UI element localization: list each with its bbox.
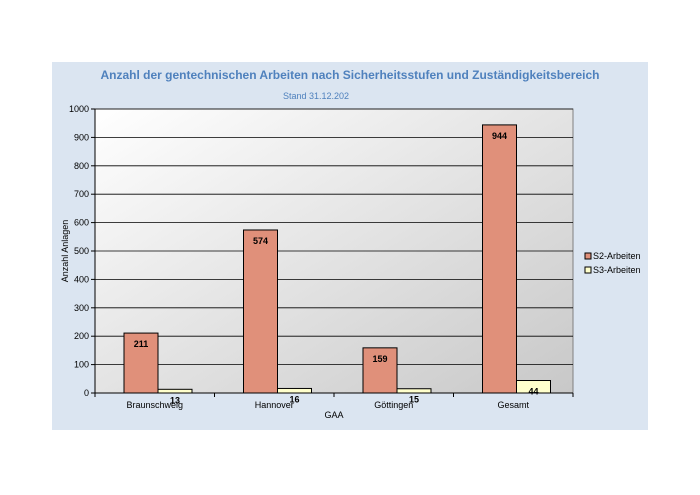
bar-value-label: 13 bbox=[170, 395, 180, 405]
bar-value-label: 16 bbox=[289, 394, 299, 404]
y-tick-label: 500 bbox=[74, 246, 89, 256]
x-axis-ticks: Braunschweig Hannover Göttingen Gesamt bbox=[94, 393, 574, 410]
bar-s2 bbox=[482, 124, 517, 394]
y-tick-label: 900 bbox=[74, 132, 89, 142]
chart: Anzahl der gentechnischen Arbeiten nach … bbox=[60, 68, 641, 420]
chart-panel: Anzahl der gentechnischen Arbeiten nach … bbox=[52, 62, 648, 430]
y-tick-label: 700 bbox=[74, 189, 89, 199]
bar-value-label: 159 bbox=[372, 354, 387, 364]
y-tick-label: 400 bbox=[74, 274, 89, 284]
y-tick-label: 600 bbox=[74, 218, 89, 228]
y-tick-label: 0 bbox=[84, 388, 89, 398]
bar-value-label: 44 bbox=[528, 387, 538, 397]
bar-value-label: 15 bbox=[409, 395, 419, 405]
bar-s3 bbox=[396, 388, 432, 394]
y-tick-label: 800 bbox=[74, 161, 89, 171]
y-axis-ticks: 0 100 200 300 400 500 600 700 800 900 1000 bbox=[69, 104, 95, 398]
y-tick-label: 300 bbox=[74, 303, 89, 313]
bars: 211 13 574 16 159 15 944 44 bbox=[123, 124, 551, 405]
legend-swatch bbox=[584, 252, 592, 260]
legend-label: S3-Arbeiten bbox=[593, 265, 641, 275]
bar-s2 bbox=[123, 332, 159, 394]
x-tick-label: Göttingen bbox=[374, 400, 413, 410]
legend-label: S2-Arbeiten bbox=[593, 251, 641, 261]
x-tick-label: Gesamt bbox=[497, 400, 529, 410]
legend: S2-Arbeiten S3-Arbeiten bbox=[584, 251, 641, 275]
legend-swatch bbox=[584, 266, 592, 274]
bar-s2 bbox=[362, 347, 398, 394]
bar-value-label: 574 bbox=[253, 236, 268, 246]
bar-s2 bbox=[243, 229, 278, 394]
x-tick-label: Braunschweig bbox=[126, 400, 183, 410]
x-tick-label: Hannover bbox=[255, 400, 294, 410]
bar-s3 bbox=[157, 388, 193, 394]
y-tick-label: 1000 bbox=[69, 104, 89, 114]
chart-subtitle: Stand 31.12.202 bbox=[283, 91, 349, 101]
y-axis-label: Anzahl Anlagen bbox=[60, 220, 70, 283]
bar-value-label: 944 bbox=[492, 131, 507, 141]
bar-s3 bbox=[277, 387, 312, 394]
y-tick-label: 200 bbox=[74, 331, 89, 341]
x-axis-label: GAA bbox=[324, 410, 343, 420]
chart-title: Anzahl der gentechnischen Arbeiten nach … bbox=[101, 68, 600, 82]
y-tick-label: 100 bbox=[74, 360, 89, 370]
bar-value-label: 211 bbox=[134, 339, 149, 349]
